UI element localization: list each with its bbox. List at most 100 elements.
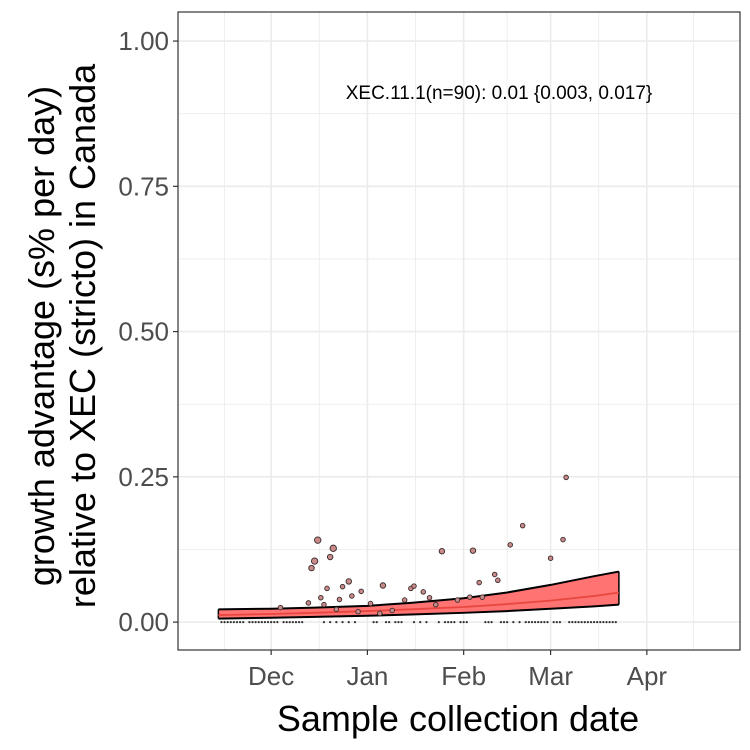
- x-tick-label: Mar: [528, 661, 573, 691]
- data-point: [438, 548, 446, 555]
- fit-line: [218, 591, 620, 617]
- data-point: [377, 610, 383, 617]
- zero-data-point: [266, 621, 270, 624]
- zero-data-point: [273, 621, 276, 624]
- data-point: [367, 600, 374, 607]
- annotation-text: XEC.11.1(n=90): 0.01 {0.003, 0.017}: [346, 83, 653, 104]
- data-point: [333, 606, 340, 613]
- zero-data-point: [530, 621, 534, 624]
- zero-data-point: [388, 621, 391, 624]
- zero-data-point: [490, 621, 493, 624]
- zero-data-point: [329, 621, 332, 624]
- zero-data-point: [543, 621, 546, 624]
- zero-data-point: [341, 621, 344, 624]
- zero-data-point: [555, 621, 558, 624]
- zero-data-point: [397, 621, 400, 624]
- data-point: [479, 594, 486, 600]
- zero-data-point: [596, 621, 599, 624]
- zero-data-point: [263, 621, 267, 624]
- data-point: [310, 557, 319, 565]
- zero-data-point: [285, 621, 288, 624]
- zero-data-point: [443, 621, 447, 624]
- data-point: [467, 594, 473, 600]
- zero-data-point: [568, 621, 571, 624]
- zero-data-point: [506, 621, 509, 624]
- zero-data-point: [223, 621, 226, 624]
- data-point: [411, 583, 417, 589]
- zero-data-point: [537, 621, 540, 624]
- zero-data-point: [527, 621, 530, 624]
- data-point: [469, 547, 477, 554]
- data-point: [426, 594, 433, 601]
- data-point: [495, 577, 501, 584]
- data-point: [321, 601, 327, 608]
- data-point: [314, 536, 322, 544]
- ribbon-lower-bound: [218, 603, 619, 620]
- zero-data-point: [251, 621, 254, 624]
- y-tick-label: 0.75: [118, 171, 169, 201]
- zero-data-point: [242, 621, 245, 624]
- zero-data-point: [419, 621, 422, 624]
- zero-data-point: [282, 621, 285, 624]
- zero-data-point: [453, 621, 456, 624]
- x-tick-label: Feb: [441, 661, 486, 691]
- zero-data-point: [254, 621, 257, 624]
- zero-data-point: [552, 621, 555, 624]
- zero-data-point: [577, 621, 580, 624]
- data-point: [355, 608, 361, 615]
- data-point: [324, 585, 330, 592]
- y-tick-label: 0.25: [118, 462, 169, 492]
- zero-data-point: [297, 621, 301, 624]
- zero-data-point: [459, 621, 462, 624]
- zero-data-point: [518, 621, 521, 624]
- zero-data-point: [502, 621, 506, 624]
- data-point: [329, 544, 337, 552]
- data-point: [336, 596, 343, 603]
- data-point: [358, 588, 364, 595]
- zero-data-point: [335, 621, 338, 624]
- ribbon-upper-bound: [218, 570, 620, 611]
- data-point: [432, 601, 439, 608]
- zero-data-point: [291, 621, 294, 624]
- data-point: [389, 607, 395, 614]
- zero-data-point: [235, 621, 239, 624]
- zero-data-point: [450, 621, 453, 624]
- data-point: [305, 600, 312, 606]
- data-point: [339, 583, 346, 590]
- data-point: [476, 579, 482, 586]
- zero-data-point: [574, 621, 577, 624]
- zero-data-point: [301, 621, 304, 624]
- zero-data-point: [257, 621, 260, 624]
- zero-data-point: [394, 621, 397, 624]
- zero-data-point: [437, 621, 440, 624]
- zero-data-point: [484, 621, 487, 624]
- x-tick-label: Apr: [627, 661, 668, 691]
- zero-data-point: [248, 621, 251, 624]
- zero-data-point: [462, 621, 465, 624]
- zero-data-point: [614, 621, 617, 624]
- data-point: [420, 589, 427, 595]
- zero-data-point: [425, 621, 428, 624]
- data-point: [345, 578, 352, 585]
- data-point: [379, 582, 387, 589]
- data-point: [560, 536, 566, 543]
- zero-data-point: [571, 621, 574, 624]
- x-axis-title: Sample collection date: [277, 698, 639, 739]
- zero-data-point: [499, 621, 503, 624]
- data-point: [401, 597, 408, 603]
- ribbon-layer: [217, 570, 620, 620]
- data-point: [349, 593, 355, 599]
- zero-data-point: [238, 621, 242, 624]
- zero-data-point: [353, 621, 357, 624]
- zero-data-point: [611, 621, 614, 624]
- data-point: [491, 571, 498, 578]
- zero-data-point: [608, 621, 611, 624]
- zero-data-point: [512, 621, 515, 624]
- zero-data-point: [605, 621, 608, 624]
- zero-data-point: [580, 621, 583, 624]
- confidence-ribbon: [218, 571, 619, 619]
- zero-data-point: [372, 621, 375, 624]
- zero-data-point: [592, 621, 596, 624]
